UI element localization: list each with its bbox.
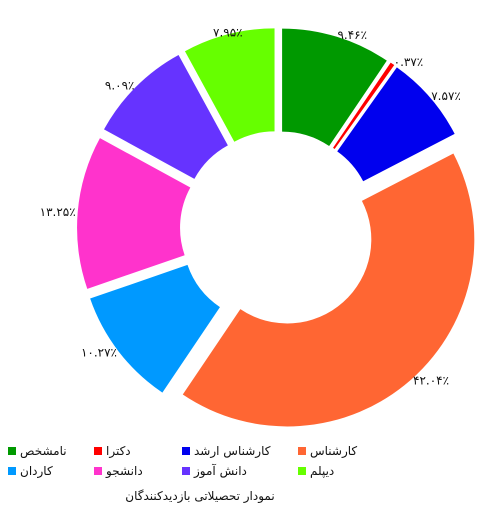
legend-label-2: کارشناس ارشد	[194, 444, 271, 458]
slice-data-label-7: ۷.۹۵٪	[213, 25, 243, 39]
chart-title: نمودار تحصیلاتی بازدیدکنندگان	[125, 489, 275, 503]
legend-swatch-1	[94, 447, 102, 455]
slice-data-label-3: ۴۲.۰۴٪	[413, 374, 449, 388]
pie-slice-0	[282, 28, 387, 147]
legend-item-7: دیپلم	[298, 461, 334, 481]
slice-data-label-2: ۷.۵۷٪	[431, 89, 461, 103]
legend-item-0: نامشخص	[8, 441, 67, 461]
legend-swatch-7	[298, 467, 306, 475]
slice-data-label-6: ۹.۰۹٪	[105, 78, 135, 92]
pie-slice-1	[333, 62, 395, 150]
donut-chart: ۹.۴۶٪ ۰.۳۷٪ ۷.۵۷٪ ۴۲.۰۴٪ ۱۰.۲۷٪ ۱۳.۲۵٪ ۹.۰۹٪ ۷.…	[40, 25, 475, 427]
legend-label-7: دیپلم	[310, 464, 335, 478]
legend-item-4: کاردان	[8, 461, 53, 481]
legend-swatch-6	[182, 467, 190, 475]
pie-slice-2	[337, 67, 455, 182]
legend-swatch-3	[298, 447, 306, 455]
legend-label-5: دانشجو	[106, 464, 143, 478]
pie-slice-7	[184, 28, 275, 142]
legend-swatch-4	[8, 467, 16, 475]
legend-swatch-5	[94, 467, 102, 475]
legend-item-6: دانش آموز	[182, 461, 247, 481]
slice-data-label-5: ۱۳.۲۵٪	[40, 205, 76, 219]
legend-label-1: دکترا	[106, 444, 131, 458]
slice-data-label-1: ۰.۳۷٪	[394, 55, 424, 69]
legend-swatch-0	[8, 447, 16, 455]
legend-item-5: دانشجو	[94, 461, 143, 481]
legend-item-1: دکترا	[94, 441, 131, 461]
legend-label-0: نامشخص	[20, 444, 67, 458]
legend-item-3: کارشناس	[298, 441, 357, 461]
pie-slice-4	[90, 264, 220, 393]
pie-slice-3	[182, 153, 475, 427]
legend-label-3: کارشناس	[310, 444, 358, 458]
legend-label-4: کاردان	[20, 464, 53, 478]
pie-slice-6	[104, 54, 228, 179]
pie-slice-5	[77, 138, 191, 289]
legend-swatch-2	[182, 447, 190, 455]
legend-item-2: کارشناس ارشد	[182, 441, 270, 461]
legend-label-6: دانش آموز	[194, 464, 247, 478]
slice-data-label-4: ۱۰.۲۷٪	[81, 346, 117, 360]
slice-data-label-0: ۹.۴۶٪	[337, 28, 367, 42]
